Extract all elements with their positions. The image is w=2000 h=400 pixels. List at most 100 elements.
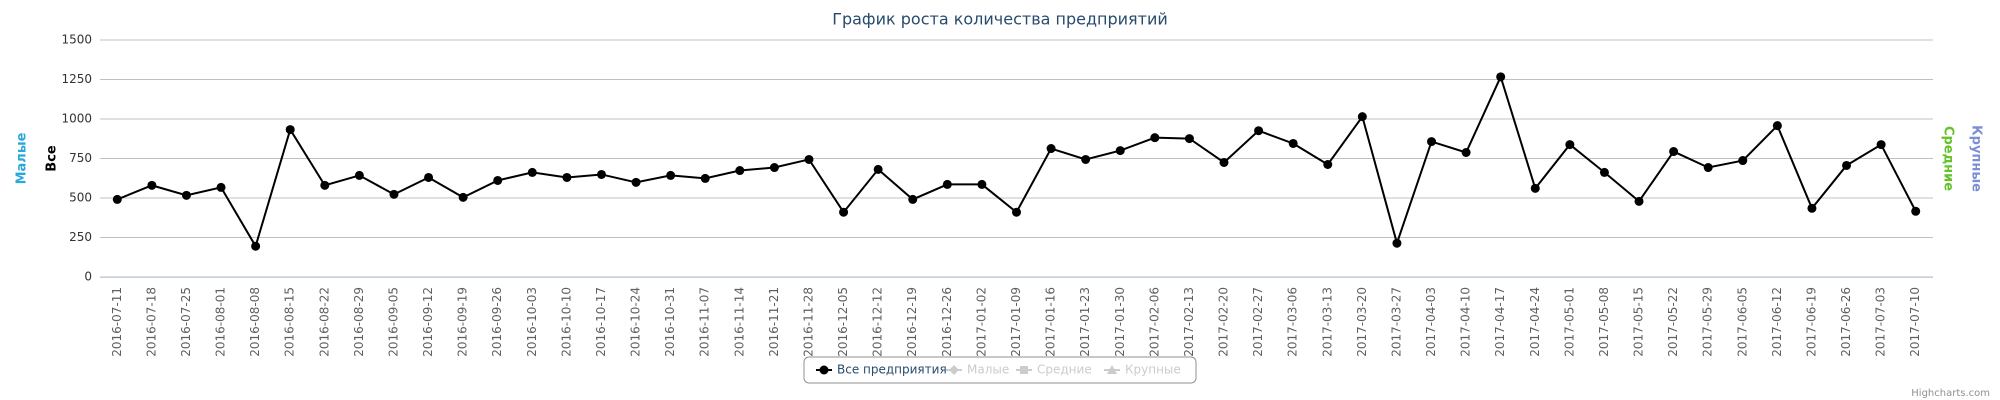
- x-tick-label: 2017-02-27: [1251, 287, 1265, 357]
- point: [666, 170, 676, 180]
- x-tick-label: 2017-02-13: [1182, 287, 1196, 357]
- y-tick-label: 0: [84, 270, 92, 284]
- x-tick-label: 2016-11-21: [767, 287, 781, 357]
- x-tick-label: 2016-10-24: [629, 287, 643, 357]
- point: [1842, 160, 1852, 170]
- point: [1911, 206, 1921, 216]
- point: [1565, 140, 1575, 150]
- x-tick-label: 2017-02-06: [1147, 287, 1161, 357]
- x-tick-label: 2017-03-06: [1286, 287, 1300, 357]
- point: [819, 365, 829, 375]
- point: [1115, 146, 1125, 156]
- x-tick-label: 2016-11-14: [732, 287, 746, 357]
- x-tick-label: 2017-03-13: [1320, 287, 1334, 357]
- x-tick-label: 2016-07-11: [110, 287, 124, 357]
- x-tick-label: 2017-06-19: [1804, 287, 1818, 357]
- point: [389, 189, 399, 199]
- x-tick-label: 2017-03-20: [1355, 287, 1369, 357]
- axis-title: Крупные: [1969, 125, 1984, 192]
- y-tick-label: 750: [69, 151, 92, 165]
- point: [1219, 157, 1229, 167]
- x-tick-label: 2017-01-09: [1009, 287, 1023, 357]
- point: [1738, 156, 1748, 166]
- x-tick-label: 2016-08-01: [214, 287, 228, 357]
- legend-item[interactable]: Все предприятия: [816, 363, 947, 377]
- y-tick-label: 1500: [61, 33, 92, 47]
- point: [949, 365, 959, 375]
- legend-box: [803, 356, 1197, 384]
- credits[interactable]: Highcharts.com: [1911, 388, 1990, 399]
- legend-item[interactable]: Крупные: [1104, 363, 1181, 377]
- point: [1876, 140, 1886, 150]
- point: [735, 166, 745, 176]
- legend-item[interactable]: Средние: [1016, 363, 1092, 377]
- legend-label: Все предприятия: [837, 363, 947, 377]
- point: [804, 154, 814, 164]
- point: [631, 177, 641, 187]
- x-tick-label: 2016-10-10: [559, 287, 573, 357]
- point: [1046, 144, 1056, 154]
- point: [769, 163, 779, 173]
- point: [873, 164, 883, 174]
- axis-title: Средние: [1941, 126, 1956, 191]
- x-tick-label: 2017-06-12: [1770, 287, 1784, 357]
- point: [596, 169, 606, 179]
- x-tick-label: 2016-12-05: [836, 287, 850, 357]
- x-tick-label: 2016-08-15: [283, 287, 297, 357]
- x-tick-label: 2017-05-01: [1562, 287, 1576, 357]
- x-tick-label: 2017-01-02: [974, 287, 988, 357]
- x-tick-label: 2017-07-10: [1908, 287, 1922, 357]
- point: [251, 241, 261, 251]
- legend-label: Средние: [1037, 363, 1092, 377]
- series-line: [116, 74, 1917, 249]
- x-tick-label: 2017-05-15: [1632, 287, 1646, 357]
- x-tick-label: 2017-04-10: [1459, 287, 1473, 357]
- x-tick-label: 2017-04-17: [1493, 287, 1507, 357]
- y-tick-label: 250: [69, 230, 92, 244]
- point: [977, 179, 987, 189]
- point: [1703, 163, 1713, 173]
- point: [700, 173, 710, 183]
- point: [354, 170, 364, 180]
- x-tick-label: 2017-05-08: [1597, 287, 1611, 357]
- point: [1150, 133, 1160, 143]
- point: [1530, 183, 1540, 193]
- axis-title: Малые: [15, 132, 30, 184]
- x-tick-label: 2016-08-08: [248, 287, 262, 357]
- point: [1184, 134, 1194, 144]
- legend-label: Малые: [967, 363, 1009, 377]
- x-tick-label: 2017-06-05: [1735, 287, 1749, 357]
- point: [562, 172, 572, 182]
- point: [1461, 147, 1471, 157]
- x-tick-label: 2016-09-05: [386, 287, 400, 357]
- x-tick-label: 2016-09-12: [421, 287, 435, 357]
- x-tick-label: 2016-11-07: [698, 287, 712, 357]
- point: [1634, 196, 1644, 206]
- legend-item[interactable]: Малые: [946, 363, 1009, 377]
- x-tick-label: 2017-01-30: [1113, 287, 1127, 357]
- point: [1020, 366, 1028, 374]
- point: [1427, 137, 1437, 147]
- point: [1107, 365, 1117, 374]
- point: [320, 180, 330, 190]
- legend: Все предприятия Малые Средние Крупные: [803, 356, 1197, 384]
- x-tick-label: 2016-08-29: [352, 287, 366, 357]
- point: [1288, 138, 1298, 148]
- legend-label: Крупные: [1125, 363, 1181, 377]
- point: [147, 180, 157, 190]
- point: [1323, 160, 1333, 170]
- point: [942, 179, 952, 189]
- x-tick-label: 2017-01-23: [1078, 287, 1092, 357]
- x-tick-label: 2017-06-26: [1839, 287, 1853, 357]
- point: [839, 207, 849, 217]
- x-tick-label: 2017-03-27: [1389, 287, 1403, 357]
- x-tick-label: 2016-07-18: [144, 287, 158, 357]
- x-tick-label: 2016-07-25: [179, 287, 193, 357]
- x-tick-label: 2016-10-31: [663, 287, 677, 357]
- point: [1669, 147, 1679, 157]
- x-tick-label: 2016-10-03: [525, 287, 539, 357]
- point: [908, 194, 918, 204]
- point: [1807, 203, 1817, 213]
- point: [1012, 207, 1021, 217]
- x-tick-label: 2016-12-19: [905, 287, 919, 357]
